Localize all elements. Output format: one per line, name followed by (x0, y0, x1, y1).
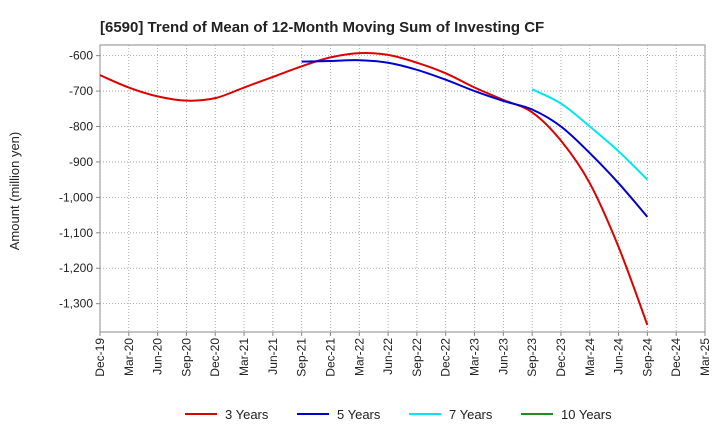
x-tick-label: Sep-22 (410, 338, 424, 377)
legend-label-7-years: 7 Years (449, 407, 493, 422)
y-tick-label: -700 (69, 84, 93, 98)
x-tick-label: Dec-22 (439, 338, 453, 377)
series-line-7-years (531, 88, 649, 181)
x-axis: Dec-19 Mar-20 Jun-20 Sep-20 Dec-20 Mar-21 Jun-… (93, 332, 712, 377)
y-tick-label: -1,300 (59, 297, 93, 311)
chart-title: [6590] Trend of Mean of 12-Month Moving … (100, 19, 544, 36)
x-tick-label: Dec-21 (323, 338, 337, 377)
series-line-5-years (301, 59, 649, 218)
x-tick-label: Sep-23 (525, 338, 539, 377)
x-tick-label: Dec-24 (669, 338, 683, 377)
x-tick-label: Mar-24 (583, 338, 597, 376)
legend-label-10-years: 10 Years (561, 407, 612, 422)
x-tick-label: Mar-22 (352, 338, 366, 376)
x-tick-label: Jun-20 (151, 338, 165, 375)
plot-area (99, 44, 706, 333)
x-tick-label: Jun-23 (496, 338, 510, 375)
x-tick-label: Dec-23 (554, 338, 568, 377)
y-tick-label: -800 (69, 119, 93, 133)
series-line-3-years (99, 52, 649, 326)
legend-label-3-years: 3 Years (225, 407, 269, 422)
x-tick-label: Mar-21 (237, 338, 251, 376)
plot-border (99, 44, 706, 333)
x-tick-label: Mar-20 (122, 338, 136, 376)
x-tick-label: Sep-24 (640, 338, 654, 377)
legend: 3 Years 5 Years 7 Years 10 Years (185, 407, 612, 422)
x-tick-label: Jun-22 (381, 338, 395, 375)
y-tick-label: -1,200 (59, 261, 93, 275)
y-tick-label: -600 (69, 49, 93, 63)
y-axis: -600 -700 -800 -900 -1,000 -1,100 -1,200 -1,300 (59, 49, 100, 311)
y-axis-label: Amount (million yen) (7, 132, 22, 251)
grid (99, 45, 706, 332)
x-tick-label: Jun-24 (612, 338, 626, 375)
x-tick-label: Mar-23 (468, 338, 482, 376)
y-tick-label: -900 (69, 155, 93, 169)
x-tick-label: Sep-20 (179, 338, 193, 377)
x-tick-label: Sep-21 (295, 338, 309, 377)
series-group (99, 52, 649, 326)
y-tick-label: -1,100 (59, 226, 93, 240)
x-tick-label: Dec-20 (208, 338, 222, 377)
y-tick-label: -1,000 (59, 190, 93, 204)
x-tick-label: Dec-19 (93, 338, 107, 377)
legend-label-5-years: 5 Years (337, 407, 381, 422)
x-tick-label: Jun-21 (266, 338, 280, 375)
x-tick-label: Mar-25 (698, 338, 712, 376)
